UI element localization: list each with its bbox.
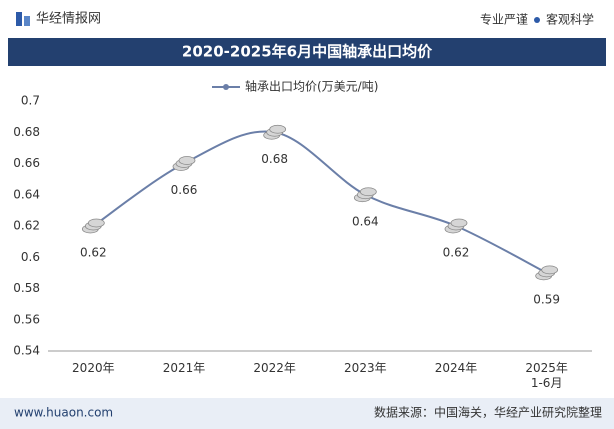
y-tick-label: 0.62 xyxy=(13,219,40,233)
coin-marker xyxy=(535,265,559,281)
legend-label: 轴承出口均价(万美元/吨) xyxy=(245,79,378,94)
coin-marker xyxy=(353,187,377,203)
y-tick-label: 0.7 xyxy=(21,94,40,108)
logo xyxy=(16,12,22,26)
coin xyxy=(87,218,105,228)
title-bar xyxy=(8,38,606,66)
y-tick-label: 0.54 xyxy=(13,344,40,358)
brand: 华经情报网 xyxy=(36,12,101,27)
dot xyxy=(534,17,540,23)
legend-marker xyxy=(223,84,229,90)
coin xyxy=(541,265,559,275)
x-tick-label: 2022年 xyxy=(253,361,296,375)
data-label: 0.62 xyxy=(80,246,107,260)
coin-marker xyxy=(263,124,287,140)
y-tick-label: 0.58 xyxy=(13,281,40,295)
slogan: 专业严谨 xyxy=(480,12,528,27)
data-label: 0.68 xyxy=(261,152,288,166)
logo xyxy=(24,16,30,26)
x-tick-label: 2021年 xyxy=(162,361,206,375)
data-label: 0.66 xyxy=(171,183,198,197)
x-tick-label: 2023年 xyxy=(344,361,387,375)
y-tick-label: 0.66 xyxy=(13,156,40,170)
source: 数据来源：中国海关，华经产业研究院整理 xyxy=(374,405,602,420)
coin-marker xyxy=(81,218,105,234)
y-tick-label: 0.6 xyxy=(21,250,40,264)
coin xyxy=(359,187,377,197)
footer-bar xyxy=(0,398,614,429)
chart-title: 2020-2025年6月中国轴承出口均价 xyxy=(182,43,433,61)
coin xyxy=(269,124,287,134)
data-label: 0.62 xyxy=(443,246,470,260)
data-label: 0.59 xyxy=(533,292,560,306)
series-line xyxy=(92,130,548,274)
coin xyxy=(178,156,196,165)
y-tick-label: 0.68 xyxy=(13,125,40,139)
coin xyxy=(450,218,468,228)
x-tick-label: 2024年 xyxy=(434,361,478,375)
coin-marker xyxy=(172,156,196,171)
y-tick-label: 0.56 xyxy=(13,312,40,326)
website: www.huaon.com xyxy=(14,406,113,420)
data-label: 0.64 xyxy=(352,214,379,228)
x-tick-label: 2025年 1-6月 xyxy=(525,361,568,390)
y-tick-label: 0.64 xyxy=(13,187,40,201)
slogan: 客观科学 xyxy=(546,12,594,27)
coin-marker xyxy=(444,218,468,234)
top-bar xyxy=(0,0,614,38)
x-tick-label: 2020年 xyxy=(72,361,115,375)
